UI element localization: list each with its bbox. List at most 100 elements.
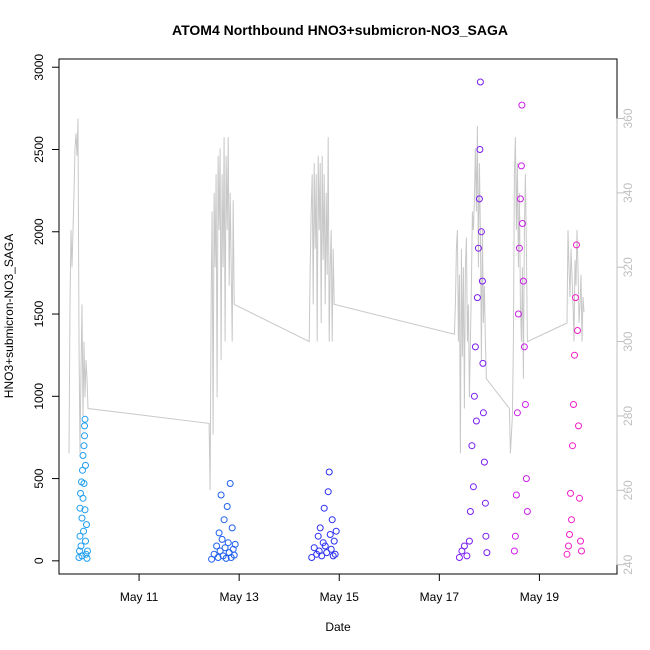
data-point [472, 417, 480, 425]
y-tick-label: 3000 [32, 54, 46, 81]
data-point [578, 547, 585, 555]
data-point [518, 220, 526, 227]
data-point [213, 542, 221, 550]
y-axis-label: HNO3+submicron-NO3_SAGA [2, 234, 16, 398]
data-point [324, 488, 332, 496]
data-point [469, 483, 477, 491]
data-point [575, 422, 582, 430]
data-point [514, 310, 522, 318]
series-5 [510, 101, 531, 555]
series-2 [208, 480, 239, 563]
data-point [82, 537, 89, 545]
data-point [80, 527, 87, 535]
x-tick-label: May 11 [120, 590, 159, 604]
secondary-line [68, 118, 585, 491]
data-point [81, 422, 88, 430]
series-3 [308, 468, 340, 561]
y2-tick-label: 300 [621, 331, 635, 351]
data-point [574, 327, 581, 334]
data-point [331, 550, 339, 558]
data-point [80, 442, 88, 450]
data-point [565, 542, 572, 550]
data-point [79, 494, 87, 502]
data-point [521, 401, 529, 408]
data-point [82, 461, 89, 469]
data-point [569, 442, 576, 450]
data-point [215, 529, 223, 537]
series-4 [455, 78, 491, 561]
y-tick-label: 500 [32, 468, 46, 488]
data-point [516, 195, 524, 203]
data-point [310, 544, 318, 552]
data-point [217, 491, 225, 499]
data-point [220, 516, 228, 524]
data-point [214, 554, 222, 561]
data-point [79, 452, 87, 459]
data-point [511, 532, 519, 540]
data-point [482, 532, 490, 540]
data-point [76, 532, 84, 540]
data-point [513, 409, 521, 417]
data-point [327, 545, 335, 553]
data-point [568, 516, 575, 524]
plot-area [68, 78, 585, 563]
data-point [463, 552, 471, 560]
data-point [566, 531, 573, 538]
data-point [329, 552, 337, 560]
data-point [518, 101, 526, 109]
y2-tick-label: 320 [621, 257, 635, 277]
data-point [480, 458, 488, 466]
data-point [563, 550, 571, 558]
data-point [520, 343, 528, 351]
data-point [512, 491, 520, 499]
data-point [79, 466, 86, 474]
data-point [316, 524, 324, 532]
data-point [476, 146, 484, 153]
data-point [471, 343, 479, 351]
data-point [320, 504, 328, 512]
data-point [223, 503, 231, 510]
data-point [572, 294, 579, 302]
data-point [83, 554, 91, 562]
data-point [230, 551, 238, 559]
data-point [478, 277, 486, 285]
data-point [314, 532, 322, 540]
x-tick-label: May 19 [520, 590, 560, 604]
data-point [570, 401, 577, 408]
data-point [323, 549, 331, 557]
data-point [479, 359, 487, 367]
data-point [481, 499, 489, 507]
data-point [460, 542, 468, 550]
data-point [477, 228, 485, 236]
data-point [470, 392, 478, 400]
data-point [576, 494, 583, 502]
data-point [468, 442, 476, 450]
y-tick-label: 0 [32, 557, 46, 564]
data-point [479, 409, 487, 417]
chart-title: ATOM4 Northbound HNO3+submicron-NO3_SAGA [172, 22, 508, 38]
y2-tick-label: 280 [621, 406, 635, 426]
data-point [328, 516, 336, 524]
data-point [510, 547, 518, 555]
series-6 [563, 241, 585, 558]
data-point [474, 244, 482, 252]
y-tick-label: 1500 [32, 300, 46, 327]
x-tick-label: May 15 [320, 590, 360, 604]
data-point [231, 540, 239, 548]
data-point [76, 504, 84, 512]
data-point [224, 539, 232, 547]
y2-tick-label: 360 [621, 108, 635, 128]
data-point [332, 527, 340, 535]
data-point [82, 550, 90, 558]
y-tick-label: 2500 [32, 136, 46, 163]
data-point [573, 241, 580, 249]
data-point [80, 480, 88, 487]
data-point [318, 552, 326, 560]
data-point [84, 547, 91, 555]
data-point [522, 475, 530, 483]
data-point [321, 542, 329, 550]
data-point [476, 78, 484, 86]
data-point [515, 244, 523, 252]
